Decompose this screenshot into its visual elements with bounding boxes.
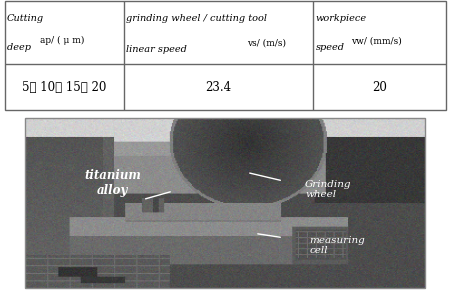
Text: 5、 10、 15、 20: 5、 10、 15、 20 [22, 81, 106, 94]
Text: vw/ (mm/s): vw/ (mm/s) [351, 36, 401, 45]
Text: Cutting: Cutting [7, 14, 44, 23]
Text: grinding wheel / cutting tool: grinding wheel / cutting tool [126, 14, 267, 23]
Text: workpiece: workpiece [315, 14, 367, 23]
Text: linear speed: linear speed [126, 45, 187, 54]
Text: titanium
alloy: titanium alloy [85, 168, 141, 197]
Text: measuring
cell: measuring cell [309, 236, 365, 255]
Text: Grinding
wheel: Grinding wheel [305, 180, 351, 199]
Text: speed: speed [315, 43, 344, 51]
Text: 20: 20 [372, 81, 387, 94]
Text: 23.4: 23.4 [205, 81, 231, 94]
Text: vs/ (m/s): vs/ (m/s) [247, 38, 286, 47]
Text: ap/ ( μ m): ap/ ( μ m) [40, 36, 84, 45]
Text: deep: deep [7, 43, 34, 51]
